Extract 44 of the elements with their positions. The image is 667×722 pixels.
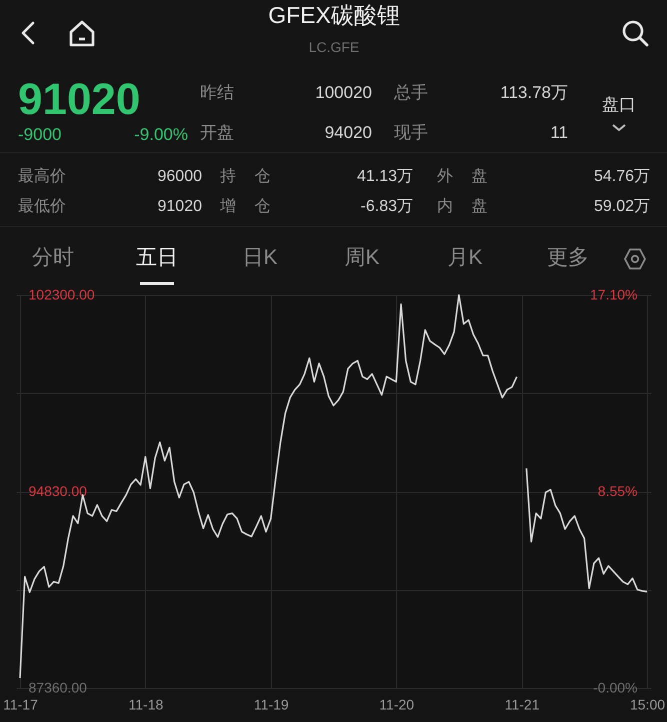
y-tick-label: 102300.00 (28, 286, 95, 302)
x-tick-label: 11-17 (3, 696, 38, 712)
text: 91020 (18, 75, 140, 124)
y2-tick-label: 8.55% (598, 483, 638, 499)
y2-tick-label: -0.00% (593, 680, 638, 696)
y-tick-label: 94830.00 (28, 483, 88, 499)
text: 91020 (158, 198, 202, 215)
text: 周K (344, 246, 380, 269)
text: LC.GFE (308, 39, 360, 55)
text: 最高价 (18, 168, 66, 185)
text: 94020 (324, 123, 372, 142)
text: GFEX碳酸锂 (267, 2, 401, 28)
text: 更多 (547, 246, 589, 269)
text: -9000 (18, 125, 62, 144)
text: 现手 (394, 123, 428, 142)
text: 月K (447, 246, 482, 269)
text: 开盘 (200, 123, 234, 142)
text: -9.00% (134, 125, 188, 144)
text: 41.13万 (356, 168, 413, 185)
text: 总手 (394, 83, 428, 102)
text: 分时 (32, 246, 74, 269)
text: 日K (242, 246, 278, 269)
y-tick-label: 87360.00 (28, 680, 88, 696)
x-tick-label: 11-21 (504, 696, 540, 712)
text: 最低价 (18, 198, 66, 215)
x-tick-label: 15:00 (630, 696, 666, 712)
text: 增 仓 (220, 198, 270, 215)
text: -6.83万 (360, 198, 413, 215)
text: 昨结 (200, 83, 234, 102)
text: 100020 (315, 83, 372, 102)
text: 内 盘 (437, 198, 488, 215)
text: 96000 (158, 168, 202, 185)
x-tick-label: 11-20 (379, 696, 414, 712)
text: 113.78万 (500, 83, 568, 102)
text: 54.76万 (594, 168, 650, 185)
x-tick-label: 11-19 (254, 696, 289, 712)
y2-tick-label: 17.10% (590, 286, 638, 302)
text: 59.02万 (594, 198, 650, 215)
text: 外 盘 (437, 168, 488, 185)
text: 持 仓 (220, 168, 270, 185)
x-tick-label: 11-18 (128, 696, 164, 712)
text: 11 (550, 123, 568, 142)
text: 盘口 (602, 95, 636, 114)
text: 五日 (136, 246, 178, 269)
